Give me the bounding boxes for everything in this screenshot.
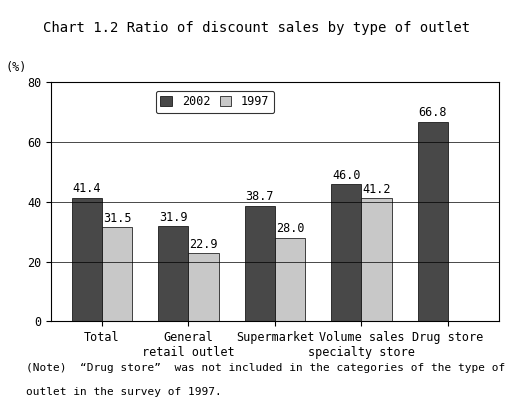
Text: outlet in the survey of 1997.: outlet in the survey of 1997. <box>26 387 222 397</box>
Text: Chart 1.2 Ratio of discount sales by type of outlet: Chart 1.2 Ratio of discount sales by typ… <box>44 21 470 35</box>
Text: 41.4: 41.4 <box>72 182 101 195</box>
Legend: 2002, 1997: 2002, 1997 <box>156 91 274 113</box>
Bar <box>102 227 132 321</box>
Bar <box>72 198 102 321</box>
Text: 38.7: 38.7 <box>246 190 274 204</box>
Text: 22.9: 22.9 <box>189 238 218 250</box>
Text: 31.5: 31.5 <box>103 212 132 225</box>
Bar <box>189 253 219 321</box>
Bar <box>418 122 448 321</box>
Bar <box>331 184 361 321</box>
Text: 31.9: 31.9 <box>159 211 188 224</box>
Text: 66.8: 66.8 <box>418 106 447 119</box>
Text: 28.0: 28.0 <box>276 222 304 235</box>
Bar <box>245 206 275 321</box>
Bar <box>275 238 305 321</box>
Text: (%): (%) <box>5 61 27 74</box>
Text: (Note)  “Drug store”  was not included in the categories of the type of: (Note) “Drug store” was not included in … <box>26 363 505 372</box>
Text: 46.0: 46.0 <box>332 169 361 182</box>
Bar <box>158 226 189 321</box>
Bar <box>361 198 392 321</box>
Text: 41.2: 41.2 <box>362 183 391 196</box>
